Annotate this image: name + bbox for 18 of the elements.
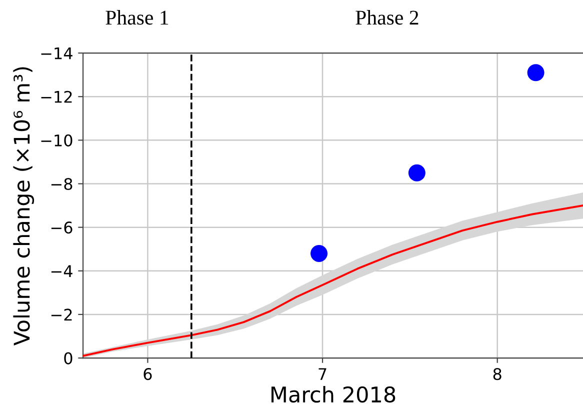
x-tick-label: 7 (318, 368, 326, 380)
x-tick-label: 6 (144, 368, 152, 380)
x-axis-title: March 2018 (272, 386, 396, 403)
y-tick-label: −10 (41, 134, 72, 146)
text: Phase 1 (106, 10, 168, 25)
y-tick-label: 0 (64, 352, 72, 364)
x-tick-label: 8 (493, 368, 502, 380)
text: Phase 2 (356, 10, 418, 25)
y-tick-label: −12 (41, 90, 72, 103)
y-tick-label: −8 (51, 178, 72, 190)
y-tick-label: −14 (41, 47, 72, 60)
point (408, 164, 426, 182)
point (310, 244, 328, 262)
y-tick-label: −4 (51, 265, 72, 277)
y-tick-label: −2 (51, 308, 72, 321)
y-tick-label: −6 (51, 222, 72, 234)
point (527, 64, 544, 82)
y-axis-title: Volume change (×10⁶ m³) (13, 67, 34, 346)
